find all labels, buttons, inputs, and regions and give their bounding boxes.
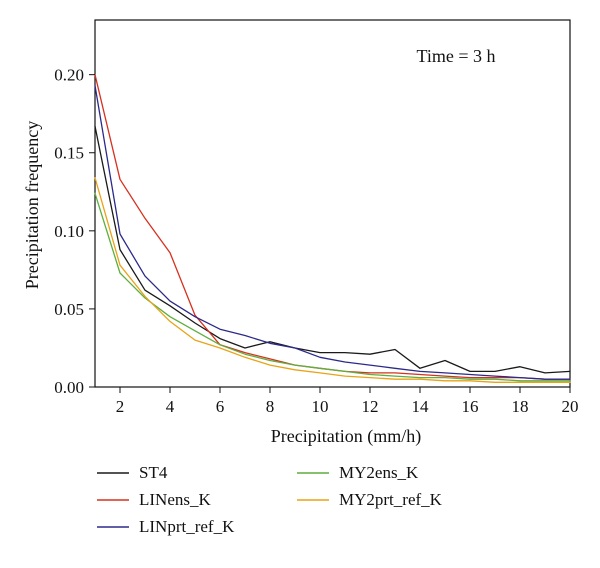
y-axis-ticks: 0.00 0.05 0.10 0.15 0.20 <box>54 66 95 397</box>
series-line-linprt-ref-k <box>94 84 571 380</box>
legend-label: ST4 <box>139 463 168 482</box>
x-tick-label: 4 <box>166 397 175 416</box>
x-tick-label: 14 <box>412 397 430 416</box>
legend-label: MY2prt_ref_K <box>339 490 443 509</box>
y-tick-label: 0.20 <box>54 66 84 85</box>
x-tick-label: 10 <box>312 397 329 416</box>
x-tick-label: 12 <box>362 397 379 416</box>
series-line-my2ens-k <box>94 192 571 382</box>
plot-border <box>94 19 571 388</box>
x-tick-label: 2 <box>116 397 125 416</box>
time-annotation: Time = 3 h <box>416 46 495 66</box>
y-tick-label: 0.10 <box>54 222 84 241</box>
series-line-st4 <box>94 125 571 374</box>
y-tick-label: 0.15 <box>54 144 84 163</box>
series-line-linens-k <box>94 74 571 380</box>
legend-label: LINprt_ref_K <box>139 517 235 536</box>
y-tick-label: 0.05 <box>54 300 84 319</box>
x-tick-label: 20 <box>562 397 579 416</box>
x-tick-label: 16 <box>462 397 479 416</box>
legend-label: LINens_K <box>139 490 211 509</box>
series-line-my2prt-ref-k <box>94 177 571 383</box>
x-axis-title: Precipitation (mm/h) <box>271 426 421 447</box>
x-axis-ticks: 2 4 6 8 10 12 14 16 18 20 <box>116 387 579 416</box>
legend-item-st4: ST4 <box>97 463 168 482</box>
x-tick-label: 18 <box>512 397 529 416</box>
legend: ST4 LINens_K LINprt_ref_K MY2ens_K MY2prt_re… <box>97 463 443 536</box>
legend-item-my2ens-k: MY2ens_K <box>297 463 419 482</box>
plot-frame <box>94 19 571 388</box>
series-layer <box>94 74 571 383</box>
legend-label: MY2ens_K <box>339 463 419 482</box>
legend-item-linprt-ref-k: LINprt_ref_K <box>97 517 235 536</box>
legend-item-my2prt-ref-k: MY2prt_ref_K <box>297 490 443 509</box>
x-tick-label: 8 <box>266 397 275 416</box>
x-tick-label: 6 <box>216 397 225 416</box>
legend-item-linens-k: LINens_K <box>97 490 211 509</box>
y-tick-label: 0.00 <box>54 378 84 397</box>
y-axis-title: Precipitation frequency <box>22 121 42 289</box>
